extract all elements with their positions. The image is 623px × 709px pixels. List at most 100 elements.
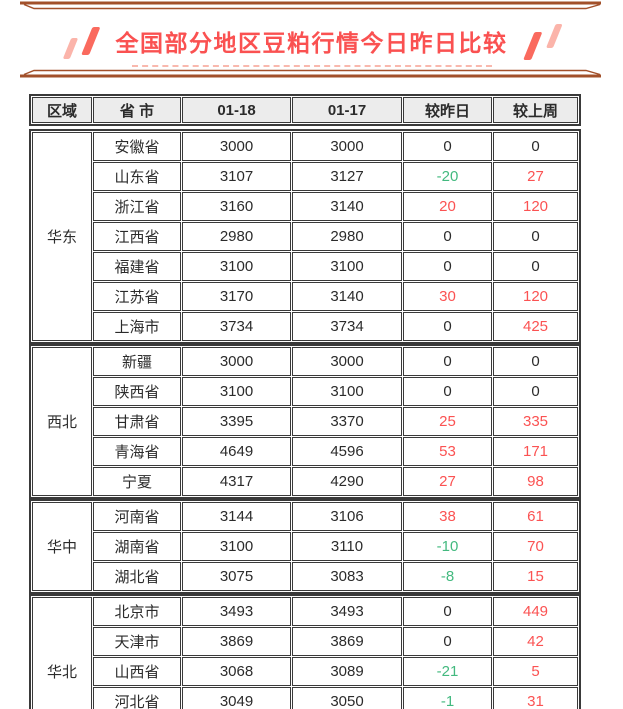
column-header-3: 01-17 [292, 97, 402, 123]
table-row: 华北 北京市 3493 3493 0 449 [32, 597, 578, 709]
change-vs-week-cell: 0 [493, 377, 578, 406]
change-vs-week-cell: 98 [493, 467, 578, 496]
change-vs-yesterday-cell: -8 [403, 562, 492, 591]
header-row: 区域省 市 01-18 01-17 较昨日 较上周 [32, 97, 578, 123]
province-cell: 北京市 [93, 597, 181, 626]
change-vs-yesterday-cell: 27 [403, 467, 492, 496]
table-row: 天津市 3869 3869 0 42 [32, 627, 578, 656]
province-cell: 山东省 [93, 162, 181, 191]
province-cell: 陕西省 [93, 377, 181, 406]
change-vs-yesterday-cell: 53 [403, 437, 492, 466]
province-cell: 青海省 [93, 437, 181, 466]
change-vs-yesterday-cell: 0 [403, 222, 492, 251]
slash-ornament-icon [522, 32, 542, 60]
price-today-cell: 3395 [182, 407, 291, 436]
price-today-cell: 3493 [182, 597, 291, 626]
page-title: 全国部分地区豆粕行情今日昨日比较 [115, 30, 508, 56]
region-group: 华东 安徽省 3000 3000 0 0 山东省 3107 3127 -20 27 浙江省 3160 31… [29, 129, 581, 344]
price-today-cell: 3160 [182, 192, 291, 221]
change-vs-week-cell: 171 [493, 437, 578, 466]
table-row: 华东 安徽省 3000 3000 0 0 [32, 132, 578, 341]
price-today-cell: 3000 [182, 347, 291, 376]
table-row: 福建省 3100 3100 0 0 [32, 252, 578, 281]
price-today-cell: 3170 [182, 282, 291, 311]
bottom-border-ornament [20, 69, 601, 78]
price-today-cell: 3107 [182, 162, 291, 191]
price-today-cell: 4649 [182, 437, 291, 466]
price-yesterday-cell: 3106 [292, 502, 402, 531]
table-row: 宁夏 4317 4290 27 98 [32, 467, 578, 496]
change-vs-week-cell: 27 [493, 162, 578, 191]
title-row: 全国部分地区豆粕行情今日昨日比较 [0, 24, 623, 61]
column-header-1: 省 市 [93, 97, 181, 123]
change-vs-week-cell: 335 [493, 407, 578, 436]
province-cell: 甘肃省 [93, 407, 181, 436]
change-vs-yesterday-cell: -1 [403, 687, 492, 709]
table-row: 青海省 4649 4596 53 171 [32, 437, 578, 466]
table-row: 上海市 3734 3734 0 425 [32, 312, 578, 341]
column-header-5: 较上周 [493, 97, 578, 123]
price-yesterday-cell: 3050 [292, 687, 402, 709]
table-row: 陕西省 3100 3100 0 0 [32, 377, 578, 406]
change-vs-yesterday-cell: 0 [403, 312, 492, 341]
price-yesterday-cell: 3100 [292, 252, 402, 281]
column-header-2: 01-18 [182, 97, 291, 123]
change-vs-week-cell: 0 [493, 252, 578, 281]
change-vs-yesterday-cell: 0 [403, 627, 492, 656]
table-row: 河北省 3049 3050 -1 31 [32, 687, 578, 709]
region-label: 华东 [32, 132, 92, 341]
price-yesterday-cell: 2980 [292, 222, 402, 251]
change-vs-yesterday-cell: 38 [403, 502, 492, 531]
price-today-cell: 3100 [182, 252, 291, 281]
province-cell: 浙江省 [93, 192, 181, 221]
province-cell: 河北省 [93, 687, 181, 709]
price-today-cell: 3869 [182, 627, 291, 656]
price-yesterday-cell: 3140 [292, 192, 402, 221]
change-vs-yesterday-cell: 25 [403, 407, 492, 436]
change-vs-week-cell: 31 [493, 687, 578, 709]
table-row: 江苏省 3170 3140 30 120 [32, 282, 578, 311]
change-vs-yesterday-cell: 0 [403, 132, 492, 161]
price-today-cell: 3100 [182, 377, 291, 406]
price-yesterday-cell: 3000 [292, 347, 402, 376]
table-row: 江西省 2980 2980 0 0 [32, 222, 578, 251]
top-border-ornament [20, 1, 601, 10]
province-cell: 湖南省 [93, 532, 181, 561]
table-row: 山东省 3107 3127 -20 27 [32, 162, 578, 191]
slash-ornament-icon [62, 37, 78, 59]
table-row: 湖北省 3075 3083 -8 15 [32, 562, 578, 591]
table-row: 西北 新疆 3000 3000 0 0 [32, 347, 578, 496]
province-cell: 湖北省 [93, 562, 181, 591]
price-today-cell: 3734 [182, 312, 291, 341]
price-today-cell: 3144 [182, 502, 291, 531]
price-today-cell: 4317 [182, 467, 291, 496]
change-vs-yesterday-cell: -10 [403, 532, 492, 561]
region-group: 华北 北京市 3493 3493 0 449 天津市 3869 3869 0 42 山西省 3068 30… [29, 594, 581, 709]
price-yesterday-cell: 3000 [292, 132, 402, 161]
change-vs-week-cell: 425 [493, 312, 578, 341]
price-yesterday-cell: 3110 [292, 532, 402, 561]
change-vs-yesterday-cell: 0 [403, 252, 492, 281]
table-row: 甘肃省 3395 3370 25 335 [32, 407, 578, 436]
region-label: 华北 [32, 597, 92, 709]
price-yesterday-cell: 3140 [292, 282, 402, 311]
change-vs-week-cell: 42 [493, 627, 578, 656]
change-vs-week-cell: 120 [493, 282, 578, 311]
table-header: 区域省 市 01-18 01-17 较昨日 较上周 [29, 94, 581, 126]
price-today-cell: 3049 [182, 687, 291, 709]
province-cell: 安徽省 [93, 132, 181, 161]
price-yesterday-cell: 3493 [292, 597, 402, 626]
price-yesterday-cell: 3083 [292, 562, 402, 591]
province-cell: 福建省 [93, 252, 181, 281]
price-yesterday-cell: 3370 [292, 407, 402, 436]
column-header-0: 区域 [32, 97, 92, 123]
table-row: 华中 河南省 3144 3106 38 61 [32, 502, 578, 591]
change-vs-week-cell: 0 [493, 222, 578, 251]
province-cell: 天津市 [93, 627, 181, 656]
price-yesterday-cell: 3869 [292, 627, 402, 656]
price-today-cell: 3000 [182, 132, 291, 161]
change-vs-yesterday-cell: 0 [403, 347, 492, 376]
change-vs-yesterday-cell: 20 [403, 192, 492, 221]
slash-ornament-icon [545, 24, 563, 48]
